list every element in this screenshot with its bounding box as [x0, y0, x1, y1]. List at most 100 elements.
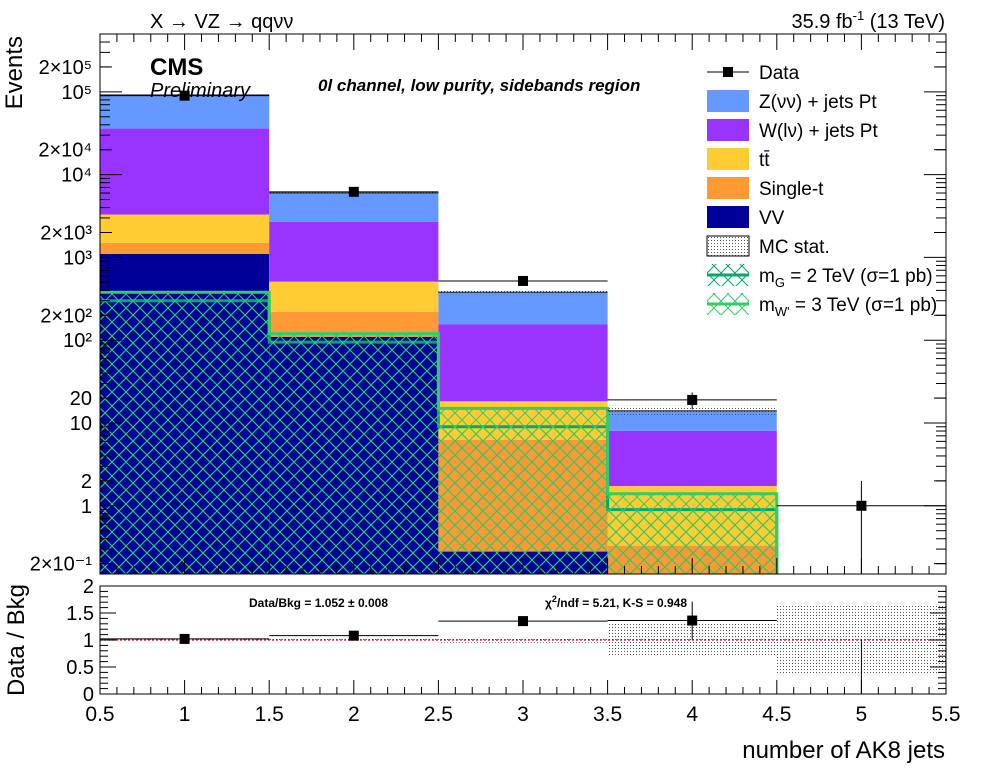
ratio-y-axis: 0 0.5 1 1.5 2: [66, 576, 946, 706]
main-y-axis-title: Events: [1, 36, 28, 109]
x-tick-label: 4.5: [762, 703, 791, 726]
svg-text:χ2/ndf = 5.21, K-S = 0.948: χ2/ndf = 5.21, K-S = 0.948: [545, 594, 687, 610]
bkg-bar-tt--bin1: [100, 214, 270, 243]
lumi-exponent: -1: [853, 8, 865, 23]
legend-label-rest: = 3 TeV (σ=1 pb): [790, 295, 938, 316]
luminosity-label: 35.9 fb-1 (13 TeV): [791, 8, 945, 33]
data-bkg-ratio-text: Data/Bkg = 1.052 ± 0.008: [249, 596, 388, 610]
y-tick-label: 10: [70, 413, 92, 435]
y-tick-label: 10²: [63, 330, 92, 352]
legend-label-subscript: W': [775, 304, 790, 319]
signal-2-hatch-bin2: [269, 333, 439, 574]
legend-swatch-st: [707, 177, 749, 199]
legend-entry-data: Data: [707, 63, 800, 84]
x-tick-label: 5: [856, 703, 868, 726]
x-tick-label: 3: [517, 703, 529, 726]
ratio-point-bin2: [348, 630, 359, 641]
process-title: X → VZ → qqνν: [150, 11, 293, 33]
y-tick-label: 2×10⁵: [39, 57, 92, 79]
legend-entry-vv: VV: [707, 206, 785, 229]
cms-label: CMS: [150, 54, 203, 81]
preliminary-label: Preliminary: [150, 80, 251, 102]
legend-entry-mcstat: MC stat.: [706, 235, 830, 258]
main-x-ticks: [99, 34, 947, 574]
lumi-energy: (13 TeV): [870, 11, 945, 33]
legend-label-tt: tt̄: [759, 150, 770, 171]
chi2-values: /ndf = 5.21, K-S = 0.948: [557, 596, 687, 610]
legend-swatch-zvv: [707, 90, 749, 112]
bkg-bar-single-t-bin1: [100, 242, 270, 255]
ratio-plot: 00.511.52 0.5 1 1.5 2 2.5 3 3.5 4 4.5 5 5.5: [66, 576, 960, 726]
y-tick-label: 2×10³: [40, 223, 92, 245]
legend-swatch-tt: [707, 148, 749, 170]
chi2-text: χ2/ndf = 5.21, K-S = 0.948: [545, 594, 687, 610]
y-tick-label: 10⁴: [61, 165, 92, 187]
svg-text:35.9 fb-1 (13 TeV): 35.9 fb-1 (13 TeV): [791, 8, 945, 33]
bkg-bar-w-l-jets-pt-bin3: [438, 324, 608, 402]
ratio-y-tick-label: 2: [83, 576, 94, 598]
x-tick-label: 4: [686, 703, 698, 726]
legend-entry-tt: tt̄: [707, 148, 770, 171]
legend-label-st: Single-t: [759, 179, 824, 200]
x-tick-label: 2: [348, 703, 360, 726]
signal-2-hatch-bin1: [100, 292, 270, 574]
bkg-bar-w-l-jets-pt-bin2: [269, 221, 439, 282]
bkg-bar-z-jets-pt-bin2: [269, 193, 439, 222]
data-point-bin1: [179, 90, 190, 101]
legend-mcstat-swatch: [706, 235, 750, 257]
bkg-bar-z-jets-pt-bin3: [438, 292, 608, 325]
y-tick-label: 20: [70, 388, 92, 410]
data-point-bin4: [687, 394, 698, 405]
x-tick-label: 2.5: [424, 703, 453, 726]
chi2-exponent: 2: [552, 594, 557, 604]
legend-label-data: Data: [759, 63, 800, 84]
bkg-bar-tt--bin2: [269, 281, 439, 312]
ratio-point-bin1: [179, 633, 190, 644]
channel-label: 0l channel, low purity, sidebands region: [318, 76, 640, 95]
legend-entry-st: Single-t: [707, 177, 824, 200]
legend-entry-zvv: Z(νν) + jets Pt: [707, 90, 877, 113]
signal-2-hatch-bin3: [438, 408, 608, 574]
legend-data-marker: [723, 67, 733, 77]
legend-label-sigG: mG = 2 TeV (σ=1 pb): [759, 266, 933, 290]
data-point-bin5: [856, 500, 867, 511]
legend-swatch-wlv: [707, 119, 749, 141]
x-tick-label: 5.5: [931, 703, 960, 726]
legend-label-mcstat: MC stat.: [759, 237, 830, 258]
ratio-y-tick-label: 0: [83, 684, 94, 706]
y-tick-label: 2×10⁴: [38, 140, 92, 162]
legend-label-zvv: Z(νν) + jets Pt: [759, 92, 877, 113]
legend-entry-wlv: W(lν) + jets Pt: [707, 119, 878, 142]
legend-label-vv: VV: [759, 208, 785, 229]
bkg-bar-w-l-jets-pt-bin4: [607, 430, 777, 487]
data-point-bin2: [348, 186, 359, 197]
y-tick-label: 2×10²: [40, 305, 92, 327]
ratio-x-axis: 0.5 1 1.5 2 2.5 3 3.5 4 4.5 5 5.5: [85, 680, 961, 726]
y-tick-label: 2: [81, 471, 92, 493]
data-point-bin3: [518, 275, 528, 286]
legend-label-rest: = 2 TeV (σ=1 pb): [785, 266, 933, 287]
x-tick-label: 1.5: [255, 703, 284, 726]
y-tick-label: 1: [81, 496, 92, 518]
legend-entry-sigW: mW' = 3 TeV (σ=1 pb): [707, 293, 937, 319]
legend-label-subscript: G: [775, 275, 785, 290]
legend-entry-sigG: mG = 2 TeV (σ=1 pb): [707, 264, 933, 290]
y-tick-label: 10³: [63, 247, 92, 269]
x-tick-label: 0.5: [85, 703, 114, 726]
mc-stat-band-bin4: [607, 405, 777, 417]
y-tick-label: 10⁵: [61, 82, 92, 104]
ratio-point-bin4: [687, 615, 698, 626]
legend-swatch-vv: [707, 206, 749, 228]
signal-2-outline: [100, 290, 779, 574]
ratio-point-bin3: [518, 616, 528, 627]
x-tick-label: 1: [179, 703, 191, 726]
legend: Data Z(νν) + jets Pt W(lν) + jets Pt tt̄ Sin…: [706, 63, 937, 319]
ratio-y-tick-label: 1: [83, 630, 94, 652]
x-axis-title: number of AK8 jets: [742, 737, 945, 764]
bkg-bar-w-l-jets-pt-bin1: [100, 128, 270, 215]
lumi-value: 35.9 fb: [791, 11, 852, 33]
ratio-band-bin3: [438, 637, 608, 643]
